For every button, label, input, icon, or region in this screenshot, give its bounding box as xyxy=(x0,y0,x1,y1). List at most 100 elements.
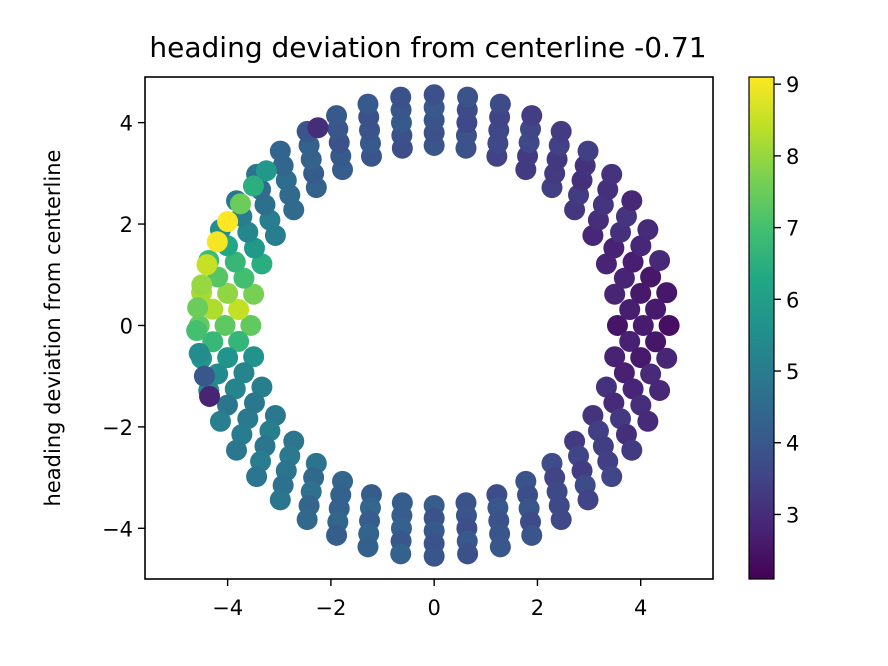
scatter-point xyxy=(296,509,318,531)
scatter-point xyxy=(630,394,652,416)
scatter-point xyxy=(243,346,265,368)
colorbar-tick-label: 9 xyxy=(786,73,799,97)
scatter-point-highlight xyxy=(193,365,215,387)
scatter-point xyxy=(243,283,265,305)
scatter-point xyxy=(606,314,628,336)
y-tick-label: 0 xyxy=(120,314,133,338)
scatter-point-highlight xyxy=(206,231,228,253)
scatter-point xyxy=(632,314,654,336)
colorbar-tick-label: 8 xyxy=(786,145,799,169)
scatter-point xyxy=(619,299,641,321)
scatter-point xyxy=(357,93,379,115)
colorbar-tick-label: 7 xyxy=(786,217,799,241)
scatter-points xyxy=(186,84,680,567)
scatter-point xyxy=(550,509,572,531)
scatter-point-highlight xyxy=(187,297,209,319)
scatter-point xyxy=(202,298,224,320)
scatter-point xyxy=(251,253,273,275)
y-tick-label: −4 xyxy=(102,517,133,541)
scatter-point xyxy=(595,376,617,398)
scatter-point xyxy=(637,219,659,241)
scatter-point xyxy=(577,140,599,162)
scatter-point xyxy=(604,346,626,368)
scatter-point xyxy=(233,362,255,384)
scatter-point xyxy=(390,543,412,565)
scatter-point xyxy=(621,439,643,461)
scatter-point xyxy=(214,314,236,336)
scatter-point xyxy=(649,249,671,271)
scatter-point xyxy=(457,86,479,108)
x-tick-label: 2 xyxy=(531,596,544,620)
x-tick-label: 4 xyxy=(634,596,647,620)
scatter-point xyxy=(251,376,273,398)
scatter-point xyxy=(357,536,379,558)
scatter-point xyxy=(216,394,238,416)
scatter-point xyxy=(656,282,678,304)
scatter-point xyxy=(630,235,652,257)
x-tick-label: 0 xyxy=(427,596,440,620)
scatter-point xyxy=(489,536,511,558)
scatter-point-highlight xyxy=(188,342,210,364)
scatter-point xyxy=(423,84,445,106)
scatter-point xyxy=(630,347,652,369)
x-axis-ticks: −4 −2 0 2 4 xyxy=(212,579,647,620)
scatter-point xyxy=(613,267,635,289)
colorbar-tick-label: 4 xyxy=(786,432,799,456)
scatter-point xyxy=(240,314,262,336)
y-tick-label: −2 xyxy=(102,416,133,440)
scatter-point xyxy=(604,283,626,305)
scatter-point xyxy=(209,410,231,432)
scatter-point-highlight xyxy=(186,320,208,342)
scatter-point xyxy=(243,392,265,414)
colorbar-tick-label: 3 xyxy=(786,503,799,527)
scatter-point xyxy=(326,105,348,127)
scatter-point xyxy=(621,190,643,212)
scatter-point xyxy=(228,330,250,352)
scatter-point xyxy=(640,266,662,288)
y-tick-label: 2 xyxy=(120,213,133,237)
colorbar-tick-label: 6 xyxy=(786,288,799,312)
scatter-point xyxy=(603,237,625,259)
scatter-point xyxy=(226,439,248,461)
scatter-point xyxy=(645,298,667,320)
scatter-point xyxy=(243,237,265,259)
scatter-point xyxy=(550,120,572,142)
scatter-point xyxy=(645,331,667,353)
colorbar-tick-label: 5 xyxy=(786,360,799,384)
scatter-point xyxy=(601,466,623,488)
scatter-point xyxy=(603,392,625,414)
scatter-point xyxy=(269,489,291,511)
scatter-point xyxy=(640,363,662,385)
scatter-point-highlight xyxy=(196,254,218,276)
scatter-point-highlight xyxy=(307,117,329,139)
scatter-point xyxy=(595,253,617,275)
scatter-point xyxy=(423,545,445,567)
scatter-point-highlight xyxy=(217,211,239,233)
y-axis-ticks: −4 −2 0 2 4 xyxy=(102,112,145,541)
scatter-point xyxy=(630,282,652,304)
scatter-point xyxy=(622,251,644,273)
scatter-point xyxy=(390,86,412,108)
scatter-point xyxy=(577,489,599,511)
colorbar xyxy=(748,76,775,580)
scatter-point-highlight xyxy=(191,274,213,296)
scatter-point xyxy=(228,299,250,321)
y-tick-label: 4 xyxy=(120,112,133,136)
scatter-point xyxy=(224,378,246,400)
scatter-point xyxy=(237,221,259,243)
scatter-point xyxy=(521,105,543,127)
scatter-point xyxy=(637,410,659,432)
scatter-point xyxy=(489,93,511,115)
scatter-point xyxy=(233,267,255,289)
scatter-point xyxy=(658,314,680,336)
scatter-point-highlight xyxy=(230,193,252,215)
plot-frame xyxy=(144,76,714,580)
scatter-point xyxy=(269,140,291,162)
scatter-point xyxy=(656,347,678,369)
scatter-point xyxy=(610,408,631,430)
y-axis-label: heading deviation from centerline xyxy=(41,150,65,507)
scatter-point xyxy=(217,282,239,304)
x-tick-label: −2 xyxy=(315,596,346,620)
colorbar-ticks: 3 4 5 6 7 8 9 xyxy=(774,73,799,527)
